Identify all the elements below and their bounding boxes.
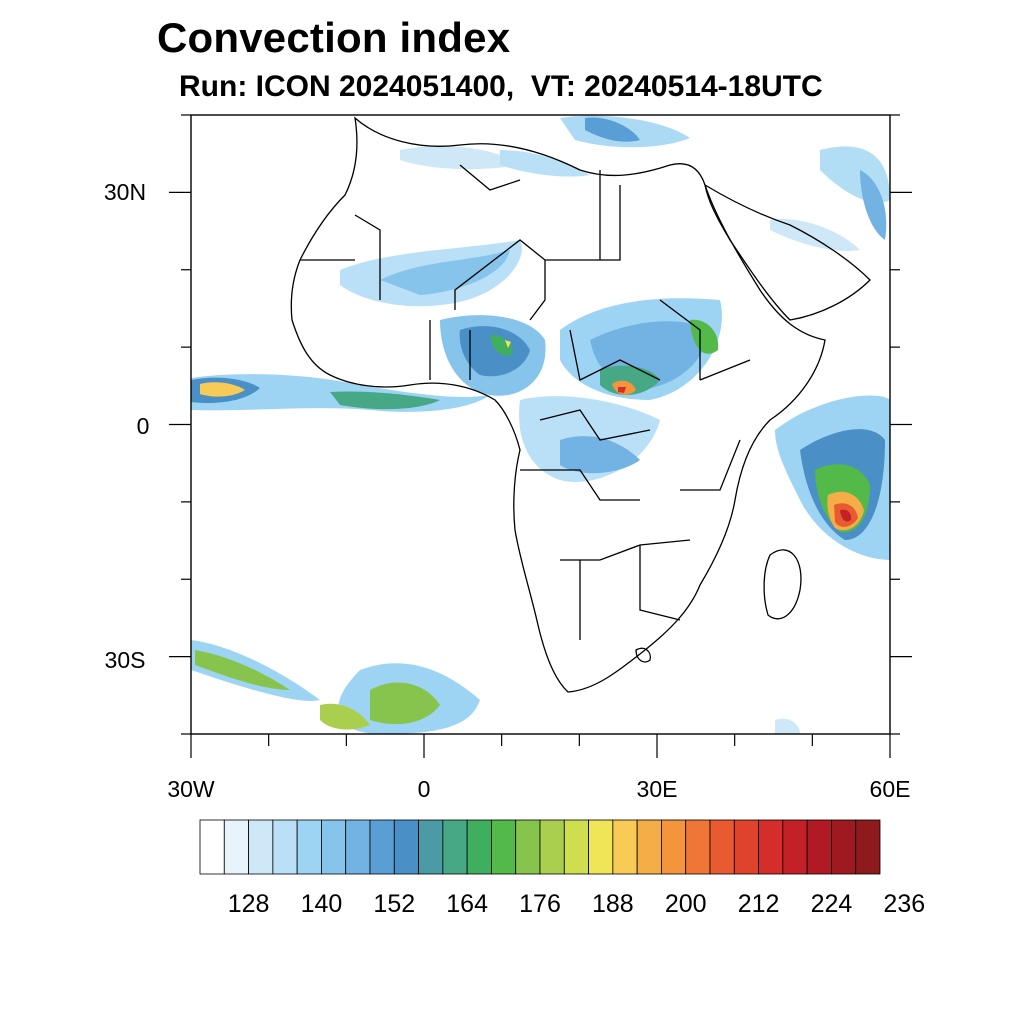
colorbar-swatch xyxy=(272,819,298,875)
colorbar-label: 188 xyxy=(592,890,634,918)
colorbar-swatch xyxy=(709,819,735,875)
colorbar-swatch xyxy=(515,819,541,875)
colorbar-swatch xyxy=(248,819,274,875)
colorbar xyxy=(199,819,881,875)
lon-label-60e: 60E xyxy=(870,776,911,802)
lon-label-0: 0 xyxy=(418,776,431,802)
lat-label-30n: 30N xyxy=(104,179,146,205)
lat-label-30s: 30S xyxy=(105,647,146,673)
colorbar-labels: 128 140 152 164 176 188 200 212 224 236 xyxy=(228,890,925,918)
coastlines-borders xyxy=(290,116,871,693)
colorbar-swatch xyxy=(636,819,662,875)
colorbar-swatch xyxy=(393,819,419,875)
colorbar-label: 212 xyxy=(738,890,780,918)
colorbar-swatch xyxy=(321,819,347,875)
colorbar-swatch xyxy=(588,819,614,875)
colorbar-swatch xyxy=(855,819,881,875)
colorbar-label: 128 xyxy=(228,890,270,918)
colorbar-label: 200 xyxy=(665,890,707,918)
colorbar-swatch xyxy=(831,819,857,875)
colorbar-swatch xyxy=(345,819,371,875)
colorbar-swatch xyxy=(296,819,322,875)
lon-label-30e: 30E xyxy=(637,776,678,802)
colorbar-swatch xyxy=(466,819,492,875)
colorbar-swatch xyxy=(612,819,638,875)
colorbar-swatch xyxy=(758,819,784,875)
colorbar-label: 152 xyxy=(373,890,415,918)
chart-title: Convection index xyxy=(157,14,511,61)
colorbar-swatch xyxy=(491,819,517,875)
colorbar-swatch xyxy=(661,819,687,875)
colorbar-swatch xyxy=(223,819,249,875)
convection-field xyxy=(191,115,890,734)
colorbar-label: 176 xyxy=(519,890,561,918)
colorbar-swatch xyxy=(539,819,565,875)
colorbar-swatch xyxy=(442,819,468,875)
chart-subtitle: Run: ICON 2024051400, VT: 20240514-18UTC xyxy=(179,70,823,103)
lon-label-30w: 30W xyxy=(167,776,215,802)
colorbar-swatch xyxy=(782,819,808,875)
colorbar-swatch xyxy=(563,819,589,875)
colorbar-swatch xyxy=(418,819,444,875)
colorbar-label: 236 xyxy=(883,890,925,918)
lat-label-0: 0 xyxy=(137,413,150,439)
colorbar-swatch xyxy=(199,819,225,875)
colorbar-label: 164 xyxy=(446,890,488,918)
colorbar-swatch xyxy=(733,819,759,875)
colorbar-swatch xyxy=(806,819,832,875)
colorbar-swatch xyxy=(369,819,395,875)
colorbar-label: 140 xyxy=(301,890,343,918)
axis-ticks xyxy=(169,114,912,758)
colorbar-label: 224 xyxy=(811,890,853,918)
colorbar-swatch xyxy=(685,819,711,875)
